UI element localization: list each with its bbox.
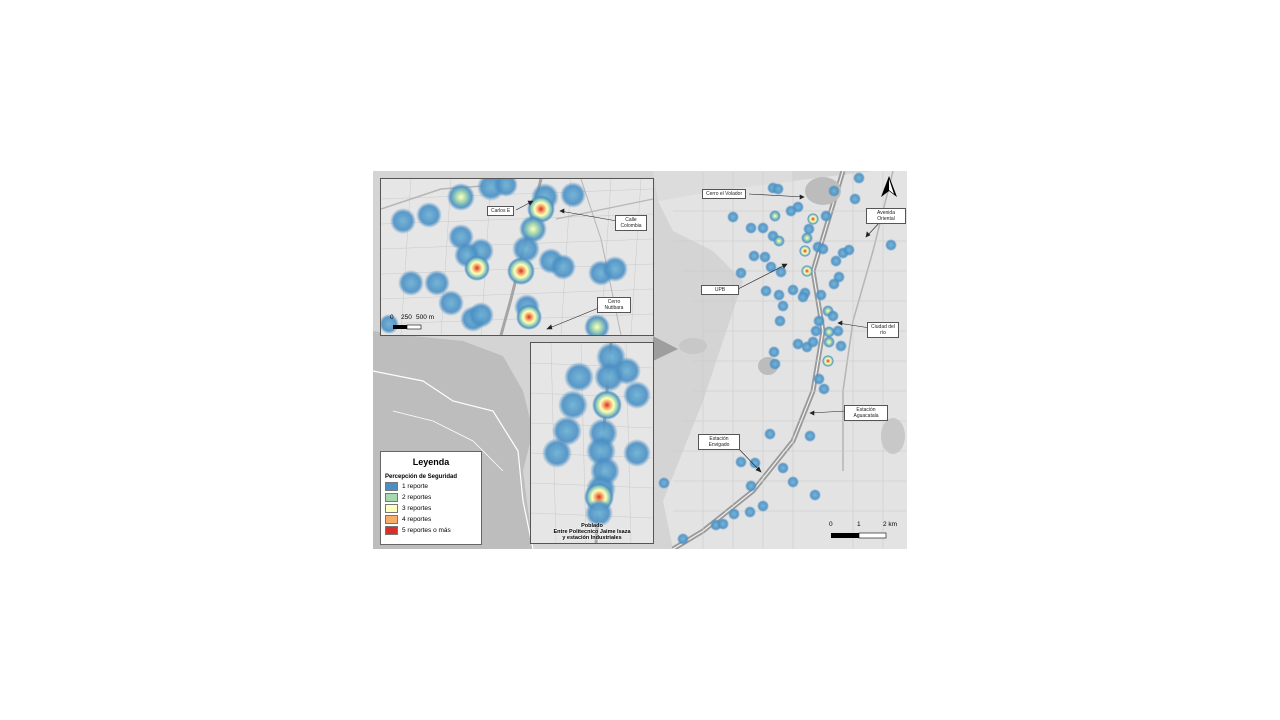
legend-item-1: 1 reporte <box>385 482 481 491</box>
legend-swatch-3 <box>385 504 398 513</box>
label-estacion-aguacatala: Estación Aguacatala <box>844 405 888 421</box>
caption-line-2: Entre Politecnico Jaime Isaza <box>553 529 631 535</box>
legend-label-3: 3 reportes <box>402 505 432 512</box>
caption-line-1: Poblado <box>581 523 603 529</box>
legend-item-3: 3 reportes <box>385 504 481 513</box>
main-scale-label-2: 2 km <box>883 521 898 528</box>
legend-item-2: 2 reportes <box>385 493 481 502</box>
inset-poblado-caption: Poblado Entre Politecnico Jaime Isaza y … <box>531 523 653 541</box>
main-scalebar <box>831 532 887 539</box>
main-scale-label-1: 1 <box>857 521 861 528</box>
label-calle-colombia: Calle Colombia <box>615 215 647 231</box>
legend-title: Leyenda <box>412 457 450 467</box>
legend-subtitle: Percepción de Seguridad <box>385 474 458 480</box>
map-figure: Cerro el Volador Avenida Oriental UPB Ci… <box>373 171 907 549</box>
inset-scale-label-0: 0 <box>390 314 394 321</box>
inset-map-center: Carlos E Calle Colombia Cerro Nutibara 0… <box>380 178 654 336</box>
caption-line-3: y estación Industriales <box>562 535 622 541</box>
label-avenida-oriental: Avenida Oriental <box>866 208 906 224</box>
legend-swatch-2 <box>385 493 398 502</box>
legend-label-4: 4 reportes <box>402 516 432 523</box>
inset-top-scalebar <box>393 324 422 330</box>
legend-label-1: 1 reporte <box>402 483 429 490</box>
label-ciudad-del-rio: Ciudad del río <box>867 322 899 338</box>
main-scale-label-0: 0 <box>829 521 833 528</box>
label-cerro-nutibara: Cerro Nutibara <box>597 297 631 313</box>
inset-scale-label-500: 500 m <box>416 314 435 321</box>
legend-item-4: 4 reportes <box>385 515 481 524</box>
label-cerro-voladora: Cerro el Volador <box>702 189 747 199</box>
inset-map-poblado: Poblado Entre Politecnico Jaime Isaza y … <box>530 342 654 544</box>
main-map-hotspots <box>658 172 897 545</box>
label-upb: UPB <box>701 285 739 295</box>
label-estacion-envigado: Estación Envigado <box>698 434 740 450</box>
legend-label-2: 2 reportes <box>402 494 432 501</box>
inset-scale-label-250: 250 <box>401 314 412 321</box>
legend-item-5: 5 reportes o más <box>385 526 481 535</box>
legend-label-5: 5 reportes o más <box>402 527 451 534</box>
north-arrow-icon <box>881 176 897 197</box>
legend: Leyenda Percepción de Seguridad 1 report… <box>380 451 482 545</box>
label-carlos-e: Carlos E <box>487 206 515 216</box>
legend-swatch-4 <box>385 515 398 524</box>
legend-swatch-1 <box>385 482 398 491</box>
legend-swatch-5 <box>385 526 398 535</box>
